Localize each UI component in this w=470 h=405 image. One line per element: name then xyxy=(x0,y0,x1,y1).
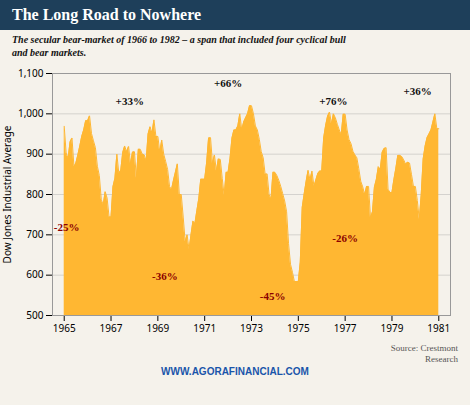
svg-text:+36%: +36% xyxy=(404,85,432,97)
svg-text:1965: 1965 xyxy=(53,321,76,335)
svg-text:1969: 1969 xyxy=(146,321,169,335)
html-text:The secular bear-market of 196: The secular bear-market of 1966 to 1982 … xyxy=(12,34,346,58)
svg-text:900: 900 xyxy=(26,146,43,160)
svg-text:+76%: +76% xyxy=(319,95,347,107)
svg-text:1975: 1975 xyxy=(287,321,310,335)
svg-text:1981: 1981 xyxy=(427,321,450,335)
svg-text:+66%: +66% xyxy=(214,77,242,89)
svg-text:-36%: -36% xyxy=(152,269,178,281)
svg-text:600: 600 xyxy=(26,267,43,281)
svg-text:800: 800 xyxy=(26,187,43,201)
svg-text:1973: 1973 xyxy=(240,321,263,335)
svg-text:+33%: +33% xyxy=(116,95,144,107)
svg-text:1977: 1977 xyxy=(334,321,357,335)
svg-text:1,100: 1,100 xyxy=(18,66,44,80)
svg-text:Dow Jones Industrial Average: Dow Jones Industrial Average xyxy=(0,125,14,263)
svg-text:-26%: -26% xyxy=(332,232,358,244)
svg-text:500: 500 xyxy=(26,308,43,322)
svg-text:1971: 1971 xyxy=(193,321,216,335)
svg-text:1979: 1979 xyxy=(381,321,404,335)
svg-text:1,000: 1,000 xyxy=(18,106,44,120)
svg-text:1967: 1967 xyxy=(100,321,123,335)
svg-text:-45%: -45% xyxy=(260,290,286,302)
html-text:The Long Road to Nowhere: The Long Road to Nowhere xyxy=(12,6,201,23)
html-text:WWW.AGORAFINANCIAL.COM: WWW.AGORAFINANCIAL.COM xyxy=(161,365,309,377)
svg-text:-25%: -25% xyxy=(54,221,80,233)
svg-text:700: 700 xyxy=(26,227,43,241)
html-text:Source: Crestmont Research: Source: Crestmont Research xyxy=(390,343,458,364)
